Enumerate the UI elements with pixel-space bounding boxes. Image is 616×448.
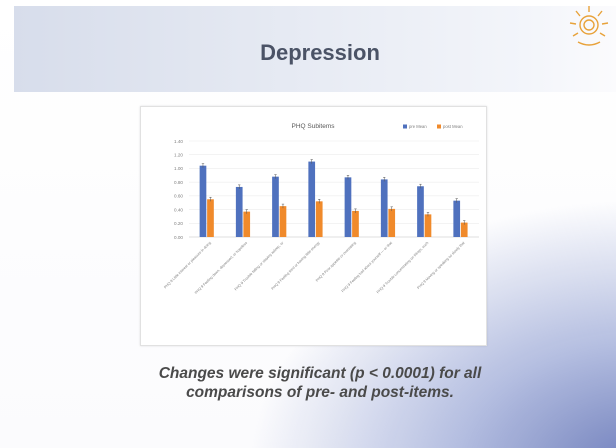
post-mean-bar: [279, 206, 287, 237]
pre-mean-bar: [453, 200, 461, 237]
y-tick-label: 0.60: [174, 194, 183, 199]
legend-swatch: [437, 124, 441, 129]
pre-mean-bar: [199, 165, 207, 237]
post-mean-bar: [424, 214, 432, 237]
y-tick-label: 1.40: [174, 139, 183, 144]
pre-mean-bar: [308, 161, 316, 237]
legend-label: post Mean: [443, 124, 463, 129]
y-tick-label: 0.40: [174, 207, 183, 212]
post-mean-bar: [315, 201, 323, 237]
post-mean-bar: [207, 199, 214, 237]
chart-panel: 0.00 0.20 0.40 0.60 0.80 1.00 1.20 1.40 PHQ 9 Li…: [140, 106, 487, 346]
significance-note: Changes were significant (p < 0.0001) fo…: [92, 364, 548, 402]
y-tick-label: 0.00: [174, 235, 183, 240]
post-mean-bar: [388, 208, 396, 237]
y-tick-label: 1.20: [174, 153, 183, 158]
post-mean-bar: [352, 210, 359, 237]
note-line-1: Changes were significant (p < 0.0001) fo…: [158, 365, 482, 382]
pre-mean-bar: [344, 177, 352, 237]
pre-mean-bar: [235, 186, 243, 237]
chart-title: PHQ Subitems: [292, 123, 336, 130]
pre-mean-bar: [272, 176, 279, 237]
y-tick-label: 0.80: [174, 180, 183, 185]
legend-label: pre Mean: [409, 124, 427, 129]
post-mean-bar: [460, 222, 468, 237]
note-line-2: comparisons of pre- and post-items.: [186, 384, 454, 401]
pre-mean-bar: [380, 179, 388, 237]
pre-mean-bar: [417, 186, 424, 237]
slide-title: Depression: [260, 40, 380, 65]
y-tick-label: 1.00: [174, 166, 183, 171]
post-mean-bar: [243, 211, 251, 237]
title-band: [14, 6, 616, 92]
legend-swatch: [403, 124, 407, 129]
sun-logo-icon: [569, 6, 609, 46]
x-category-label: PHQ 9 Poor appetite or overeating: [315, 241, 357, 283]
y-tick-label: 0.20: [174, 221, 183, 226]
